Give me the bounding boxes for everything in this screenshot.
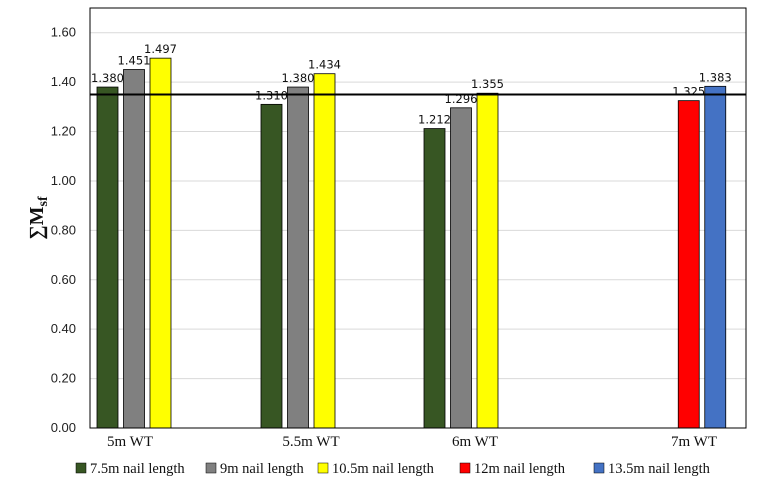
legend-label: 13.5m nail length: [608, 461, 711, 477]
legend-swatch: [75, 462, 87, 474]
x-category-label: 6m WT: [452, 434, 498, 450]
plot-frame: [89, 7, 747, 429]
bar-10-5m-nail-length-6m-wt: [476, 92, 499, 429]
bar-7-5m-nail-length-5-5m-wt: [260, 103, 283, 429]
bar-10-5m-nail-length-5m-wt: [149, 57, 172, 429]
y-tick-label: 0.00: [51, 420, 76, 435]
x-category-label: 7m WT: [671, 434, 717, 450]
data-label: 1.451: [118, 54, 151, 68]
y-tick-label: 0.80: [51, 222, 76, 237]
y-tick-label: 1.00: [51, 173, 76, 188]
data-labels: 1.3801.4511.4971.3101.3801.4341.2121.296…: [91, 42, 732, 126]
y-tick-label: 0.40: [51, 321, 76, 336]
bar-10-5m-nail-length-5-5m-wt: [313, 73, 336, 429]
data-label: 1.380: [91, 71, 124, 85]
y-tick-label: 1.20: [51, 124, 76, 139]
data-label: 1.383: [699, 70, 732, 84]
y-axis-ticks: 0.00 0.20 0.40 0.60 0.80 1.00 1.20 1.40 1.60: [51, 25, 76, 435]
y-tick-label: 0.20: [51, 371, 76, 386]
data-label: 1.497: [144, 42, 177, 56]
legend: 7.5m nail length 9m nail length 10.5m nail…: [75, 461, 711, 477]
y-axis-label: ∑Msf: [26, 196, 51, 240]
bars: [96, 57, 727, 429]
bar-12m-nail-length-7m-wt: [677, 100, 700, 429]
bar-13-5m-nail-length-7m-wt: [704, 85, 727, 429]
data-label: 1.380: [282, 71, 315, 85]
bar-7-5m-nail-length-6m-wt: [423, 128, 446, 429]
legend-label: 12m nail length: [474, 461, 566, 477]
bar-7-5m-nail-length-5m-wt: [96, 86, 119, 429]
legend-swatch: [459, 462, 471, 474]
y-tick-label: 1.60: [51, 25, 76, 40]
legend-swatch: [205, 462, 217, 474]
x-category-label: 5.5m WT: [282, 434, 339, 450]
bar-9m-nail-length-5-5m-wt: [287, 86, 309, 429]
legend-label: 10.5m nail length: [332, 461, 435, 477]
gridlines: [90, 32, 746, 380]
y-tick-label: 1.40: [51, 74, 76, 89]
legend-swatch: [317, 462, 329, 474]
data-label: 1.212: [418, 113, 451, 127]
x-category-label: 5m WT: [107, 434, 153, 450]
data-label: 1.355: [471, 77, 504, 91]
x-axis-categories: 5m WT 5.5m WT 6m WT 7m WT: [107, 434, 717, 450]
data-label: 1.325: [672, 85, 705, 99]
data-label: 1.434: [308, 58, 341, 72]
bar-9m-nail-length-5m-wt: [123, 69, 145, 429]
legend-swatch: [593, 462, 605, 474]
legend-label: 9m nail length: [220, 461, 305, 477]
legend-label: 7.5m nail length: [90, 461, 185, 477]
y-tick-label: 0.60: [51, 272, 76, 287]
bar-9m-nail-length-6m-wt: [450, 107, 472, 429]
